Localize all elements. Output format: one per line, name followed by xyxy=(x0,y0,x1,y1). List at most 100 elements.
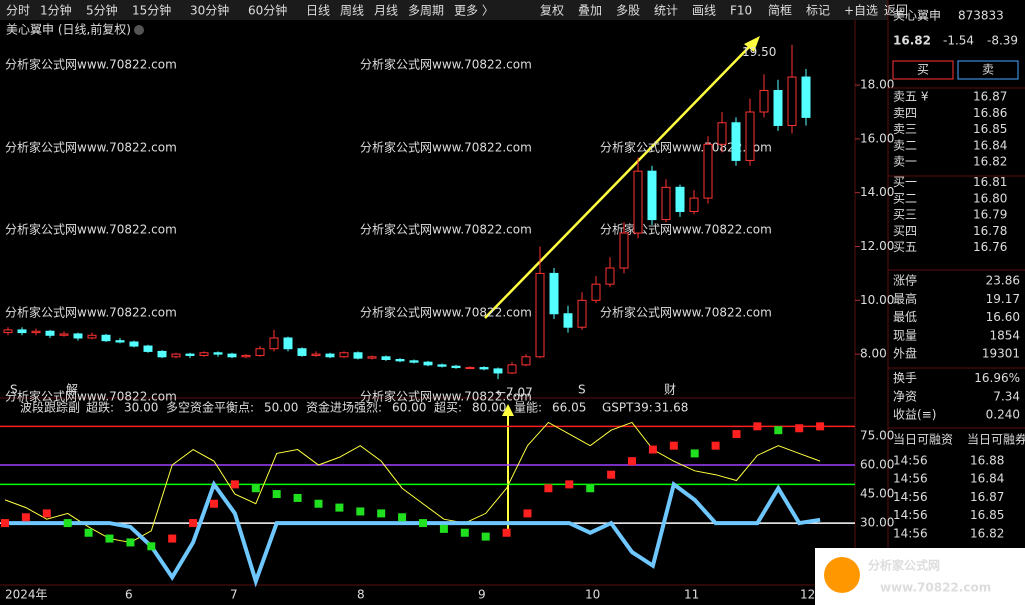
candle-body xyxy=(451,365,461,369)
trend-block xyxy=(795,424,804,433)
toolbar-tab[interactable]: 更多 〉 xyxy=(454,4,494,18)
stat-value: 0.240 xyxy=(986,408,1020,422)
x-axis-label: 8 xyxy=(357,588,365,602)
trend-block xyxy=(523,509,532,518)
trade-time: 14:56 xyxy=(893,454,928,468)
margin-label: 当日可融资 xyxy=(893,433,953,447)
toolbar-tab[interactable]: 月线 xyxy=(374,4,398,18)
x-axis-label: 10 xyxy=(585,588,600,602)
event-marker: 解 xyxy=(66,383,78,397)
trend-block xyxy=(251,484,260,493)
toolbar-button[interactable]: +自选 xyxy=(844,4,878,18)
trend-block xyxy=(460,528,469,537)
stat-label: 涨停 xyxy=(893,273,917,288)
logo-flower xyxy=(824,557,860,593)
level-name: 超跌: xyxy=(86,400,114,415)
toolbar-tab[interactable]: 15分钟 xyxy=(132,3,171,18)
trend-block xyxy=(272,490,281,499)
book-price: 16.84 xyxy=(973,138,1007,152)
candle-body xyxy=(101,334,111,342)
book-label: 买四 xyxy=(893,224,917,238)
toolbar-button[interactable]: F10 xyxy=(730,4,752,18)
trade-price: 16.85 xyxy=(970,508,1004,522)
trend-block xyxy=(774,426,783,435)
toolbar-button[interactable]: 返回 xyxy=(884,4,908,18)
toolbar-button[interactable]: 简框 xyxy=(768,4,792,18)
toolbar xyxy=(0,0,888,20)
toolbar-tab[interactable]: 多周期 xyxy=(408,4,444,18)
candle-body xyxy=(731,122,741,161)
trade-price: 16.87 xyxy=(970,490,1004,504)
event-marker: S xyxy=(10,383,18,397)
toolbar-button[interactable]: 统计 xyxy=(654,4,678,18)
series-name: GSPT39: xyxy=(602,401,653,415)
candle-body xyxy=(283,337,293,350)
book-label: 卖二 xyxy=(893,138,917,152)
candle-body xyxy=(171,353,181,358)
arrow-head xyxy=(502,404,514,416)
candle-body xyxy=(675,186,685,213)
candle-body xyxy=(521,356,531,366)
candle-body xyxy=(787,76,797,126)
trade-time: 14:56 xyxy=(893,508,928,522)
candle-body xyxy=(73,333,83,339)
level-name: 超买: xyxy=(434,400,462,415)
toolbar-tab[interactable]: 日线 xyxy=(306,4,330,18)
toolbar-tab[interactable]: 30分钟 xyxy=(190,3,229,18)
toolbar-button[interactable]: 复权 xyxy=(540,4,564,18)
trend-block xyxy=(439,524,448,533)
watermark: 分析家公式网www.70822.com xyxy=(5,140,177,155)
stock-code: 873833 xyxy=(958,9,1004,23)
candle-body xyxy=(633,170,643,234)
candle-body xyxy=(689,197,699,213)
toolbar-tab[interactable]: 周线 xyxy=(340,4,364,18)
candle-body xyxy=(311,353,321,356)
candle-body xyxy=(325,353,335,358)
y-tick-label: 18.00 xyxy=(860,78,894,92)
trend-block xyxy=(544,484,553,493)
x-axis-label: 12 xyxy=(800,588,815,602)
buy-button[interactable] xyxy=(892,60,954,80)
trend-block xyxy=(690,449,699,458)
candle-body xyxy=(563,313,573,328)
book-label: 买一 xyxy=(893,175,917,189)
book-label: 卖三 xyxy=(893,122,917,136)
book-price: 16.81 xyxy=(973,175,1007,189)
sell-button[interactable] xyxy=(957,60,1019,80)
toolbar-button[interactable]: 画线 xyxy=(692,4,716,18)
x-axis-label: 2024年 xyxy=(5,588,48,602)
stock-name: 美心翼申 xyxy=(893,9,941,23)
book-label: 卖五 ¥ xyxy=(893,90,929,104)
margin-label: 当日可融券 xyxy=(967,432,1025,447)
watermark: 分析家公式网www.70822.com xyxy=(360,57,532,72)
watermark: 分析家公式网www.70822.com xyxy=(600,222,772,237)
toolbar-tab[interactable]: 5分钟 xyxy=(86,3,118,18)
stat-value: 7.34 xyxy=(993,389,1020,403)
toolbar-button[interactable]: 多股 xyxy=(616,4,640,18)
trend-block xyxy=(147,542,156,551)
book-label: 买二 xyxy=(893,191,917,205)
toolbar-button[interactable]: 叠加 xyxy=(578,4,602,18)
change: -1.54 xyxy=(943,34,974,48)
trend-arrow xyxy=(484,43,753,319)
candle-body xyxy=(115,340,125,343)
candle-body xyxy=(367,356,377,359)
trend-block xyxy=(398,513,407,522)
trend-block xyxy=(607,470,616,479)
y-tick-label: 14.00 xyxy=(860,185,894,199)
book-price: 16.87 xyxy=(973,90,1007,104)
trend-block xyxy=(21,513,30,522)
candle-body xyxy=(619,232,629,269)
toolbar-tab[interactable]: 分时 xyxy=(6,4,30,18)
level-value: 60.00 xyxy=(392,401,426,415)
menu-icon[interactable] xyxy=(134,25,144,35)
toolbar-button[interactable]: 标记 xyxy=(806,4,830,18)
candle-body xyxy=(395,358,405,362)
stat-label: 外盘 xyxy=(893,346,917,361)
candle-body xyxy=(773,89,783,126)
candle-body xyxy=(577,299,587,328)
trend-block xyxy=(356,507,365,516)
candle-body xyxy=(129,341,139,347)
toolbar-tab[interactable]: 1分钟 xyxy=(40,3,72,18)
toolbar-tab[interactable]: 60分钟 xyxy=(248,3,287,18)
